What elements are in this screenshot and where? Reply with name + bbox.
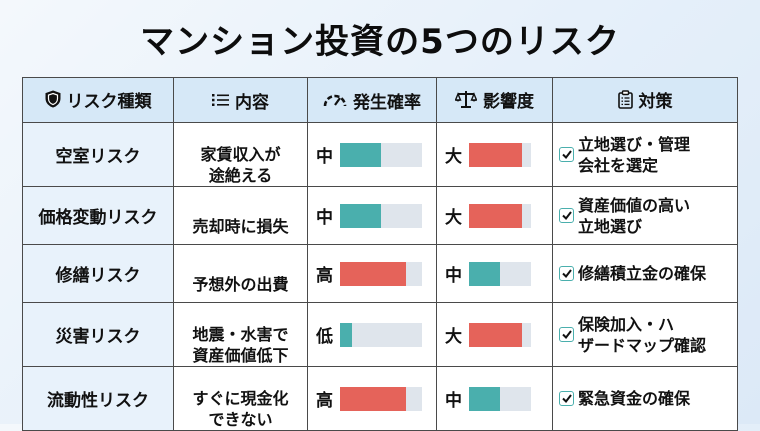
header-label: 対策	[638, 91, 673, 112]
probability-cell: 低	[307, 302, 437, 367]
impact-level-label: 中	[445, 266, 462, 286]
table-row: 修繕リスク 予想外の出費 高 中	[22, 244, 738, 303]
header-probability: 発生確率	[307, 77, 437, 123]
impact-bar	[469, 322, 531, 347]
description-text: 地震・水害で 資産価値低下	[192, 325, 289, 365]
header-label: 内容	[235, 92, 269, 113]
risk-type-cell: 修繕リスク	[22, 244, 174, 303]
table-row: 災害リスク 地震・水害で 資産価値低下 低 大	[22, 302, 738, 367]
measure-text: 保険加入・ハ ザードマップ確認	[578, 314, 707, 355]
measure-text: 緊急資金の確保	[578, 389, 691, 408]
probability-bar	[340, 386, 422, 411]
header-row: リスク種類 内容 発生確率	[22, 77, 738, 123]
risk-type-label: 災害リスク	[55, 327, 141, 347]
impact-cell: 中	[436, 366, 553, 431]
impact-level-label: 大	[445, 147, 462, 167]
risk-type-cell: 空室リスク	[22, 122, 174, 187]
probability-level-label: 高	[316, 266, 333, 286]
page-title: マンション投資の5つのリスク	[140, 22, 620, 62]
measure-text: 資産価値の高い 立地選び	[578, 195, 691, 236]
impact-cell: 大	[436, 186, 553, 245]
measure-cell: 資産価値の高い 立地選び	[552, 186, 738, 245]
probability-bar	[340, 142, 422, 167]
measure-cell: 緊急資金の確保	[552, 366, 738, 431]
probability-bar	[340, 322, 422, 347]
description-text: 売却時に損失	[192, 216, 289, 236]
impact-bar-fill	[469, 261, 500, 286]
probability-cell: 中	[307, 122, 437, 187]
measure-text: 修繕積立金の確保	[578, 264, 707, 283]
description-cell: 予想外の出費	[173, 244, 308, 303]
header-impact: 影響度	[436, 77, 553, 123]
probability-cell: 高	[307, 366, 437, 431]
description-text: 予想外の出費	[192, 274, 289, 294]
probability-cell: 高	[307, 244, 437, 303]
probability-bar-fill	[340, 322, 353, 347]
probability-level-label: 中	[316, 208, 333, 228]
description-cell: 家賃収入が 途絶える	[173, 122, 308, 187]
header-label: リスク種類	[66, 91, 152, 112]
probability-level-label: 中	[316, 147, 333, 167]
impact-level-label: 大	[445, 327, 462, 347]
impact-cell: 大	[436, 122, 553, 187]
description-cell: 売却時に損失	[173, 186, 308, 245]
impact-bar-fill	[469, 142, 522, 167]
header-risk-type: リスク種類	[22, 77, 174, 123]
impact-bar	[469, 203, 531, 228]
probability-bar	[340, 203, 422, 228]
probability-level-label: 低	[316, 327, 333, 347]
risk-type-cell: 災害リスク	[22, 302, 174, 367]
table-row: 空室リスク 家賃収入が 途絶える 中 大	[22, 122, 738, 187]
impact-level-label: 大	[445, 208, 462, 228]
header-description: 内容	[173, 77, 308, 123]
risk-type-label: 流動性リスク	[47, 391, 149, 411]
impact-cell: 中	[436, 244, 553, 303]
probability-bar-fill	[340, 261, 406, 286]
risk-type-cell: 流動性リスク	[22, 366, 174, 431]
measure-cell: 立地選び・管理 会社を選定	[552, 122, 738, 187]
header-label: 影響度	[483, 91, 534, 112]
impact-bar-fill	[469, 386, 500, 411]
probability-bar-fill	[340, 386, 406, 411]
risk-type-label: 修繕リスク	[55, 266, 141, 286]
impact-bar	[469, 386, 531, 411]
description-text: すぐに現金化 できない	[192, 389, 289, 429]
gauge-icon	[323, 93, 347, 107]
header-measures: 対策	[552, 77, 738, 123]
impact-level-label: 中	[445, 391, 462, 411]
impact-bar-fill	[469, 203, 522, 228]
description-cell: 地震・水害で 資産価値低下	[173, 302, 308, 367]
risk-type-label: 価格変動リスク	[38, 208, 158, 228]
probability-bar-fill	[340, 203, 381, 228]
checkbox-icon	[559, 391, 574, 406]
measure-text: 立地選び・管理 会社を選定	[578, 134, 691, 175]
header-label: 発生確率	[353, 92, 421, 113]
impact-bar	[469, 142, 531, 167]
checkbox-icon	[559, 208, 574, 223]
clipboard-icon	[617, 89, 633, 109]
checkbox-icon	[559, 266, 574, 281]
impact-bar-fill	[469, 322, 522, 347]
table-row: 流動性リスク すぐに現金化 できない 高 中	[22, 366, 738, 431]
scale-icon	[455, 90, 477, 109]
shield-icon	[45, 90, 61, 108]
measure-cell: 保険加入・ハ ザードマップ確認	[552, 302, 738, 367]
probability-cell: 中	[307, 186, 437, 245]
risk-table: リスク種類 内容 発生確率	[22, 77, 738, 431]
measure-cell: 修繕積立金の確保	[552, 244, 738, 303]
risk-type-cell: 価格変動リスク	[22, 186, 174, 245]
checkbox-icon	[559, 327, 574, 342]
description-cell: すぐに現金化 できない	[173, 366, 308, 431]
checkbox-icon	[559, 147, 574, 162]
impact-bar	[469, 261, 531, 286]
probability-bar-fill	[340, 142, 381, 167]
probability-level-label: 高	[316, 391, 333, 411]
impact-cell: 大	[436, 302, 553, 367]
probability-bar	[340, 261, 422, 286]
description-text: 家賃収入が 途絶える	[200, 145, 281, 185]
table-row: 価格変動リスク 売却時に損失 中 大	[22, 186, 738, 245]
risk-type-label: 空室リスク	[55, 147, 141, 167]
list-icon	[212, 93, 229, 107]
